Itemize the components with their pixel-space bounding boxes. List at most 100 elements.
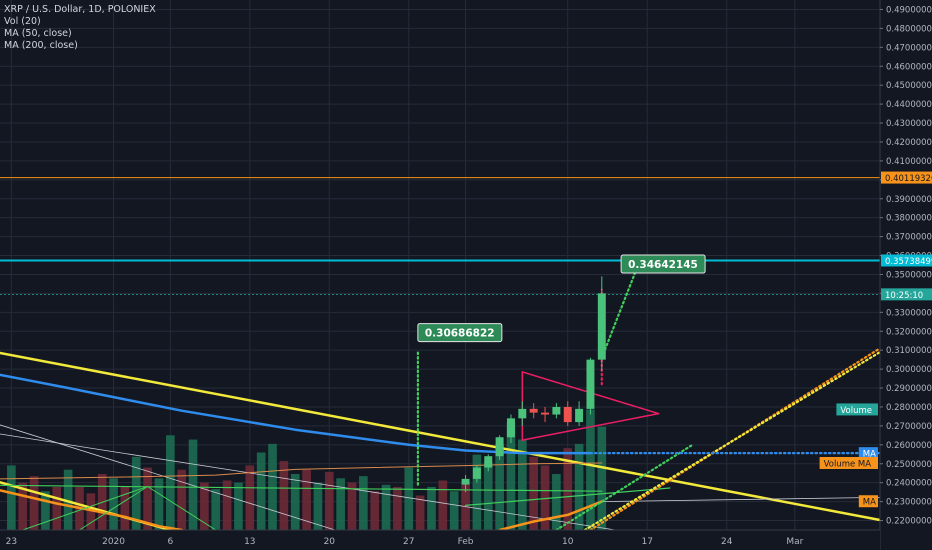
time-tick-label: Feb xyxy=(458,537,474,547)
trend-white-line xyxy=(0,433,616,531)
callout-box xyxy=(620,254,706,274)
trend-yellow-line xyxy=(0,351,882,522)
volume-bar xyxy=(268,443,277,530)
time-tick-label: 10 xyxy=(562,537,574,547)
volume-bar xyxy=(506,422,516,530)
volume-bar xyxy=(336,478,345,530)
price-label: Volume xyxy=(840,406,872,416)
price-label-bg xyxy=(858,495,878,508)
volume-bar xyxy=(120,486,130,530)
green-fan-2-line xyxy=(147,486,217,531)
candle-body xyxy=(518,408,527,419)
price-label-bg xyxy=(858,447,878,460)
volume-bar xyxy=(483,461,493,530)
volume-bar xyxy=(472,454,482,530)
ma50-right-line xyxy=(498,500,604,532)
price-label: MA xyxy=(863,450,876,460)
time-tick-label: 2020 xyxy=(102,537,125,547)
time-tick-label: 17 xyxy=(641,537,652,547)
candle-body xyxy=(552,406,561,415)
candle-body xyxy=(461,478,470,485)
volume-bar xyxy=(234,482,243,530)
green-support-line xyxy=(0,484,603,492)
green-fan-3-line xyxy=(22,486,149,531)
candle-body xyxy=(541,412,550,415)
volume-bar xyxy=(393,486,402,530)
candle-body xyxy=(563,406,572,423)
volume-ma-line xyxy=(0,462,603,480)
triangle-bottom-line xyxy=(521,412,660,441)
volume-bar xyxy=(222,480,232,530)
callouts: 0.30686822 0.34642145 xyxy=(417,254,706,343)
price-label-bg xyxy=(881,254,932,267)
price-label: 10:25:10 xyxy=(885,291,923,301)
callout-box xyxy=(417,323,503,343)
volume-bar xyxy=(290,474,300,530)
volume-bar xyxy=(415,495,425,530)
volume-bar xyxy=(597,426,607,530)
projection-green-3-line xyxy=(600,269,638,359)
projection-green-2-line xyxy=(555,443,694,532)
time-tick-label: 20 xyxy=(324,537,336,547)
legend-title: XRP / U.S. Dollar, 1D, POLONIEX xyxy=(4,4,156,15)
ma50-line xyxy=(0,489,183,532)
candle-body xyxy=(506,418,515,438)
volume-bar xyxy=(529,456,538,530)
green-support-2-line xyxy=(464,487,671,506)
time-tick-label: Mar xyxy=(786,537,803,547)
candle-body xyxy=(529,408,538,413)
price-label-bg xyxy=(881,288,932,301)
volume-bar xyxy=(211,489,221,530)
volume-bar xyxy=(495,443,504,530)
volume-bar xyxy=(245,465,255,530)
volume-bar xyxy=(302,469,311,530)
volume-bar xyxy=(256,452,266,530)
volume-bar xyxy=(7,465,16,530)
time-axis-background xyxy=(0,530,880,550)
volume-bar xyxy=(188,439,198,530)
price-label: Volume MA xyxy=(824,459,872,469)
volume-bar xyxy=(370,491,380,530)
candle-body xyxy=(575,408,584,423)
candle-body xyxy=(495,437,504,457)
candle-body xyxy=(586,359,595,409)
volume-bar xyxy=(52,486,62,530)
price-axis-background xyxy=(880,0,932,550)
price-label-bg xyxy=(881,171,932,184)
ma200-line xyxy=(0,373,592,455)
volume-bar xyxy=(177,469,186,530)
chart-legend: XRP / U.S. Dollar, 1D, POLONIEX Vol (20)… xyxy=(4,4,156,52)
price-label: MA xyxy=(863,498,876,508)
volume-bar xyxy=(449,491,459,530)
thin-white-horizontal-line xyxy=(601,496,881,503)
green-fan-1-line xyxy=(79,486,149,531)
volume-bar xyxy=(438,480,448,530)
candles xyxy=(461,276,606,493)
callout-label: 0.30686822 xyxy=(425,328,495,340)
volume-bar xyxy=(18,482,28,530)
time-tick-label: 13 xyxy=(244,537,255,547)
candle-body xyxy=(484,456,493,468)
volume-bar xyxy=(29,476,39,530)
volume-bar xyxy=(540,465,550,530)
time-tick-label: 23 xyxy=(6,537,17,547)
volume-bar xyxy=(359,476,368,530)
